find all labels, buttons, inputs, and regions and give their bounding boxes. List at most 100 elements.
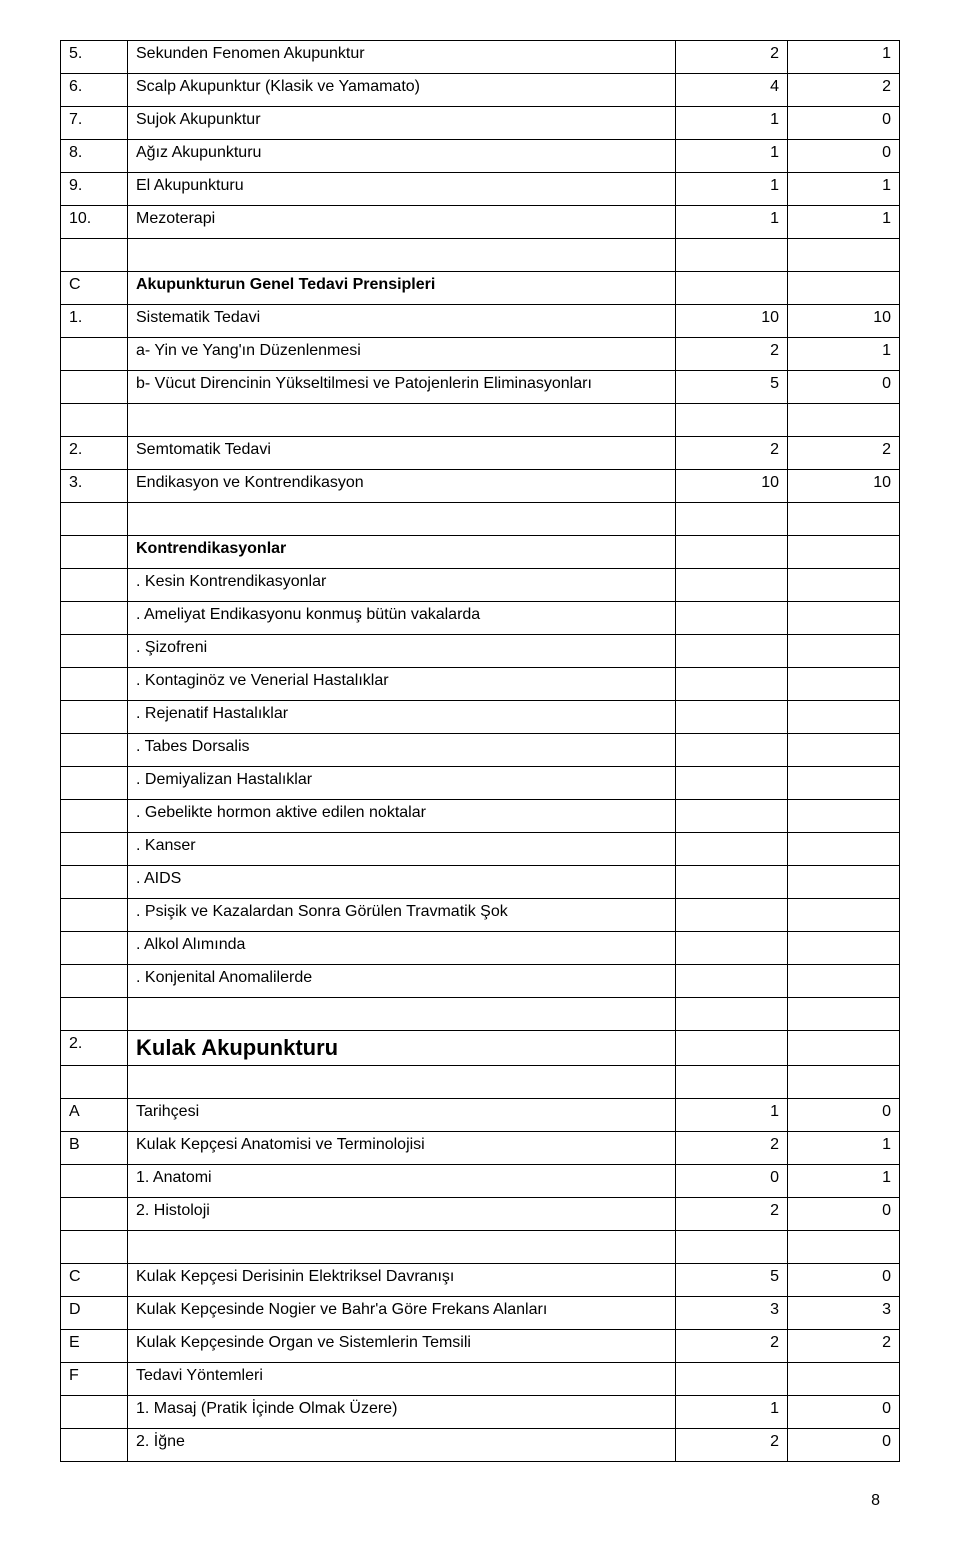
- row-value-2: [788, 536, 900, 569]
- row-text: Kulak Kepçesi Derisinin Elektriksel Davr…: [128, 1264, 676, 1297]
- row-text: [128, 1066, 676, 1099]
- row-text: Semtomatik Tedavi: [128, 437, 676, 470]
- row-value-2: 3: [788, 1297, 900, 1330]
- row-value-2: [788, 602, 900, 635]
- row-label: [61, 503, 128, 536]
- row-text: a- Yin ve Yang'ın Düzenlenmesi: [128, 338, 676, 371]
- row-label: [61, 404, 128, 437]
- row-label: [61, 1231, 128, 1264]
- row-label: A: [61, 1099, 128, 1132]
- row-value-2: [788, 701, 900, 734]
- row-label: C: [61, 1264, 128, 1297]
- row-label: B: [61, 1132, 128, 1165]
- row-label: [61, 635, 128, 668]
- row-label: [61, 965, 128, 998]
- row-value-2: [788, 668, 900, 701]
- table-row: 8.Ağız Akupunkturu10: [61, 140, 900, 173]
- row-label: [61, 536, 128, 569]
- row-text: Scalp Akupunktur (Klasik ve Yamamato): [128, 74, 676, 107]
- row-label: [61, 899, 128, 932]
- row-value-1: [676, 668, 788, 701]
- table-row: 1. Masaj (Pratik İçinde Olmak Üzere)10: [61, 1396, 900, 1429]
- row-value-1: [676, 899, 788, 932]
- row-value-2: 2: [788, 1330, 900, 1363]
- row-label: 9.: [61, 173, 128, 206]
- row-value-2: 0: [788, 1264, 900, 1297]
- row-label: F: [61, 1363, 128, 1396]
- row-value-2: 2: [788, 437, 900, 470]
- table-row: [61, 503, 900, 536]
- table-row: BKulak Kepçesi Anatomisi ve Terminolojis…: [61, 1132, 900, 1165]
- row-text: . Psişik ve Kazalardan Sonra Görülen Tra…: [128, 899, 676, 932]
- row-text: . AIDS: [128, 866, 676, 899]
- row-label: 7.: [61, 107, 128, 140]
- row-text: Kulak Akupunkturu: [128, 1031, 676, 1066]
- row-text: . Rejenatif Hastalıklar: [128, 701, 676, 734]
- row-value-2: [788, 932, 900, 965]
- row-label: [61, 866, 128, 899]
- row-label: [61, 239, 128, 272]
- row-value-2: 10: [788, 470, 900, 503]
- table-row: . Kanser: [61, 833, 900, 866]
- table-row: EKulak Kepçesinde Organ ve Sistemlerin T…: [61, 1330, 900, 1363]
- row-text: 1. Masaj (Pratik İçinde Olmak Üzere): [128, 1396, 676, 1429]
- row-value-1: [676, 701, 788, 734]
- row-text: [128, 503, 676, 536]
- table-row: 10.Mezoterapi11: [61, 206, 900, 239]
- table-row: Kontrendikasyonlar: [61, 536, 900, 569]
- table-row: . Tabes Dorsalis: [61, 734, 900, 767]
- row-label: [61, 1429, 128, 1462]
- row-text: Tarihçesi: [128, 1099, 676, 1132]
- row-value-2: 1: [788, 1165, 900, 1198]
- row-text: Sujok Akupunktur: [128, 107, 676, 140]
- table-row: . Kontaginöz ve Venerial Hastalıklar: [61, 668, 900, 701]
- row-value-2: 0: [788, 107, 900, 140]
- row-text: Kulak Kepçesi Anatomisi ve Terminolojisi: [128, 1132, 676, 1165]
- table-row: 1.Sistematik Tedavi1010: [61, 305, 900, 338]
- row-label: 5.: [61, 41, 128, 74]
- row-text: . Tabes Dorsalis: [128, 734, 676, 767]
- row-value-2: [788, 965, 900, 998]
- table-row: [61, 1231, 900, 1264]
- table-row: 7.Sujok Akupunktur10: [61, 107, 900, 140]
- row-value-1: [676, 734, 788, 767]
- table-row: . Şizofreni: [61, 635, 900, 668]
- row-text: . Konjenital Anomalilerde: [128, 965, 676, 998]
- row-label: [61, 1066, 128, 1099]
- row-value-2: 0: [788, 1099, 900, 1132]
- row-text: Kontrendikasyonlar: [128, 536, 676, 569]
- row-value-1: 1: [676, 173, 788, 206]
- row-value-2: [788, 239, 900, 272]
- row-value-1: 10: [676, 470, 788, 503]
- row-value-1: 0: [676, 1165, 788, 1198]
- row-text: . Kesin Kontrendikasyonlar: [128, 569, 676, 602]
- row-text: . Alkol Alımında: [128, 932, 676, 965]
- table-row: [61, 404, 900, 437]
- row-label: [61, 602, 128, 635]
- row-value-2: [788, 569, 900, 602]
- row-label: C: [61, 272, 128, 305]
- row-value-2: 0: [788, 1396, 900, 1429]
- row-label: [61, 338, 128, 371]
- row-label: [61, 701, 128, 734]
- row-text: . Kontaginöz ve Venerial Hastalıklar: [128, 668, 676, 701]
- row-label: 10.: [61, 206, 128, 239]
- row-value-2: 1: [788, 1132, 900, 1165]
- row-value-1: [676, 239, 788, 272]
- row-label: D: [61, 1297, 128, 1330]
- row-value-1: 2: [676, 437, 788, 470]
- row-text: El Akupunkturu: [128, 173, 676, 206]
- row-value-1: [676, 569, 788, 602]
- row-value-2: 0: [788, 140, 900, 173]
- row-label: [61, 833, 128, 866]
- row-label: [61, 998, 128, 1031]
- row-value-1: 2: [676, 338, 788, 371]
- row-value-1: [676, 503, 788, 536]
- row-value-1: 1: [676, 206, 788, 239]
- row-value-2: [788, 899, 900, 932]
- table-row: 1. Anatomi01: [61, 1165, 900, 1198]
- table-row: 2.Kulak Akupunkturu: [61, 1031, 900, 1066]
- table-row: a- Yin ve Yang'ın Düzenlenmesi21: [61, 338, 900, 371]
- row-value-2: [788, 1066, 900, 1099]
- row-value-1: [676, 635, 788, 668]
